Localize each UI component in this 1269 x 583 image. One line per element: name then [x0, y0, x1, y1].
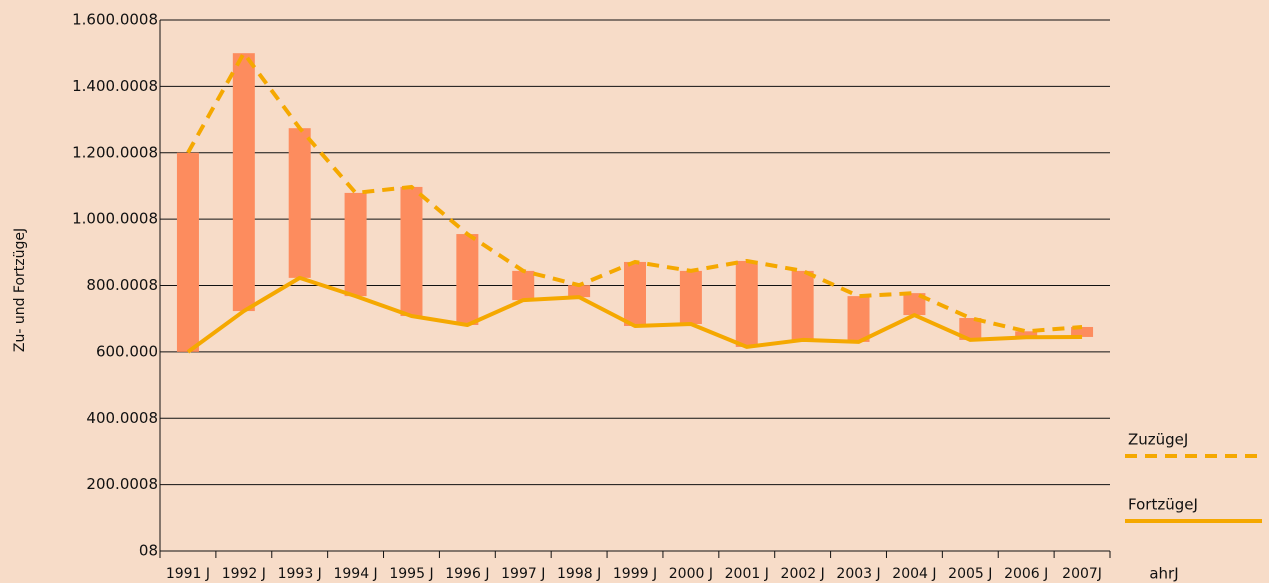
x-tick-label: 1994 J — [333, 566, 377, 582]
range-bar — [1071, 326, 1094, 337]
x-tick-label: 1999 J — [613, 566, 657, 582]
range-bar — [288, 128, 311, 278]
range-bar — [232, 53, 255, 312]
range-bar — [456, 234, 479, 325]
series-line — [186, 275, 1083, 354]
range-bar — [679, 270, 702, 324]
x-tick-label: 2005 J — [948, 566, 992, 582]
x-tick-label: 1996 J — [445, 566, 489, 582]
x-tick-label: 2007J — [1062, 566, 1102, 582]
y-tick-label: 400.0008 — [86, 409, 158, 427]
range-bar — [512, 270, 535, 301]
range-bar — [1015, 331, 1038, 338]
x-tick-label: 2003 J — [836, 566, 880, 582]
range-bar — [176, 152, 199, 352]
y-tick-label: 800.0008 — [86, 276, 158, 294]
y-tick-label: 600.000 — [96, 342, 158, 360]
x-tick-label: 1991 J — [166, 566, 210, 582]
range-bar — [568, 285, 591, 298]
range-bar — [903, 293, 926, 316]
y-tick-label: 1.000.0008 — [72, 210, 158, 228]
range-bar — [735, 260, 758, 347]
y-tick-label: 1.200.0008 — [72, 143, 158, 161]
y-tick-label: 1.600.0008 — [72, 11, 158, 29]
x-tick-label: 1998 J — [557, 566, 601, 582]
range-bar — [344, 192, 367, 297]
range-bar — [624, 261, 646, 326]
legend-label: FortzügeJ — [1128, 496, 1198, 514]
x-tick-label: 2001 J — [725, 566, 769, 582]
x-axis-label: ahrJ — [1149, 565, 1178, 583]
legend-label: ZuzügeJ — [1128, 431, 1188, 449]
x-tick-label: 2000 J — [669, 566, 713, 582]
range-bar — [959, 318, 982, 340]
series-line — [186, 51, 1083, 334]
x-tick-label: 1992 J — [222, 566, 266, 582]
x-tick-label: 2002 J — [781, 566, 825, 582]
y-tick-label: 200.0008 — [86, 475, 158, 493]
x-tick-label: 2006 J — [1004, 566, 1048, 582]
range-bar — [400, 186, 423, 317]
x-tick-label: 1997 J — [501, 566, 545, 582]
x-tick-label: 2004 J — [892, 566, 936, 582]
x-tick-label: 1995 J — [389, 566, 433, 582]
y-tick-label: 08 — [139, 542, 158, 560]
y-axis-label: Zu- und FortzügeJ — [12, 228, 28, 352]
x-tick-label: 1993 J — [278, 566, 322, 582]
y-tick-label: 1.400.0008 — [72, 77, 158, 95]
range-bar — [847, 296, 870, 342]
range-bar — [791, 270, 814, 340]
